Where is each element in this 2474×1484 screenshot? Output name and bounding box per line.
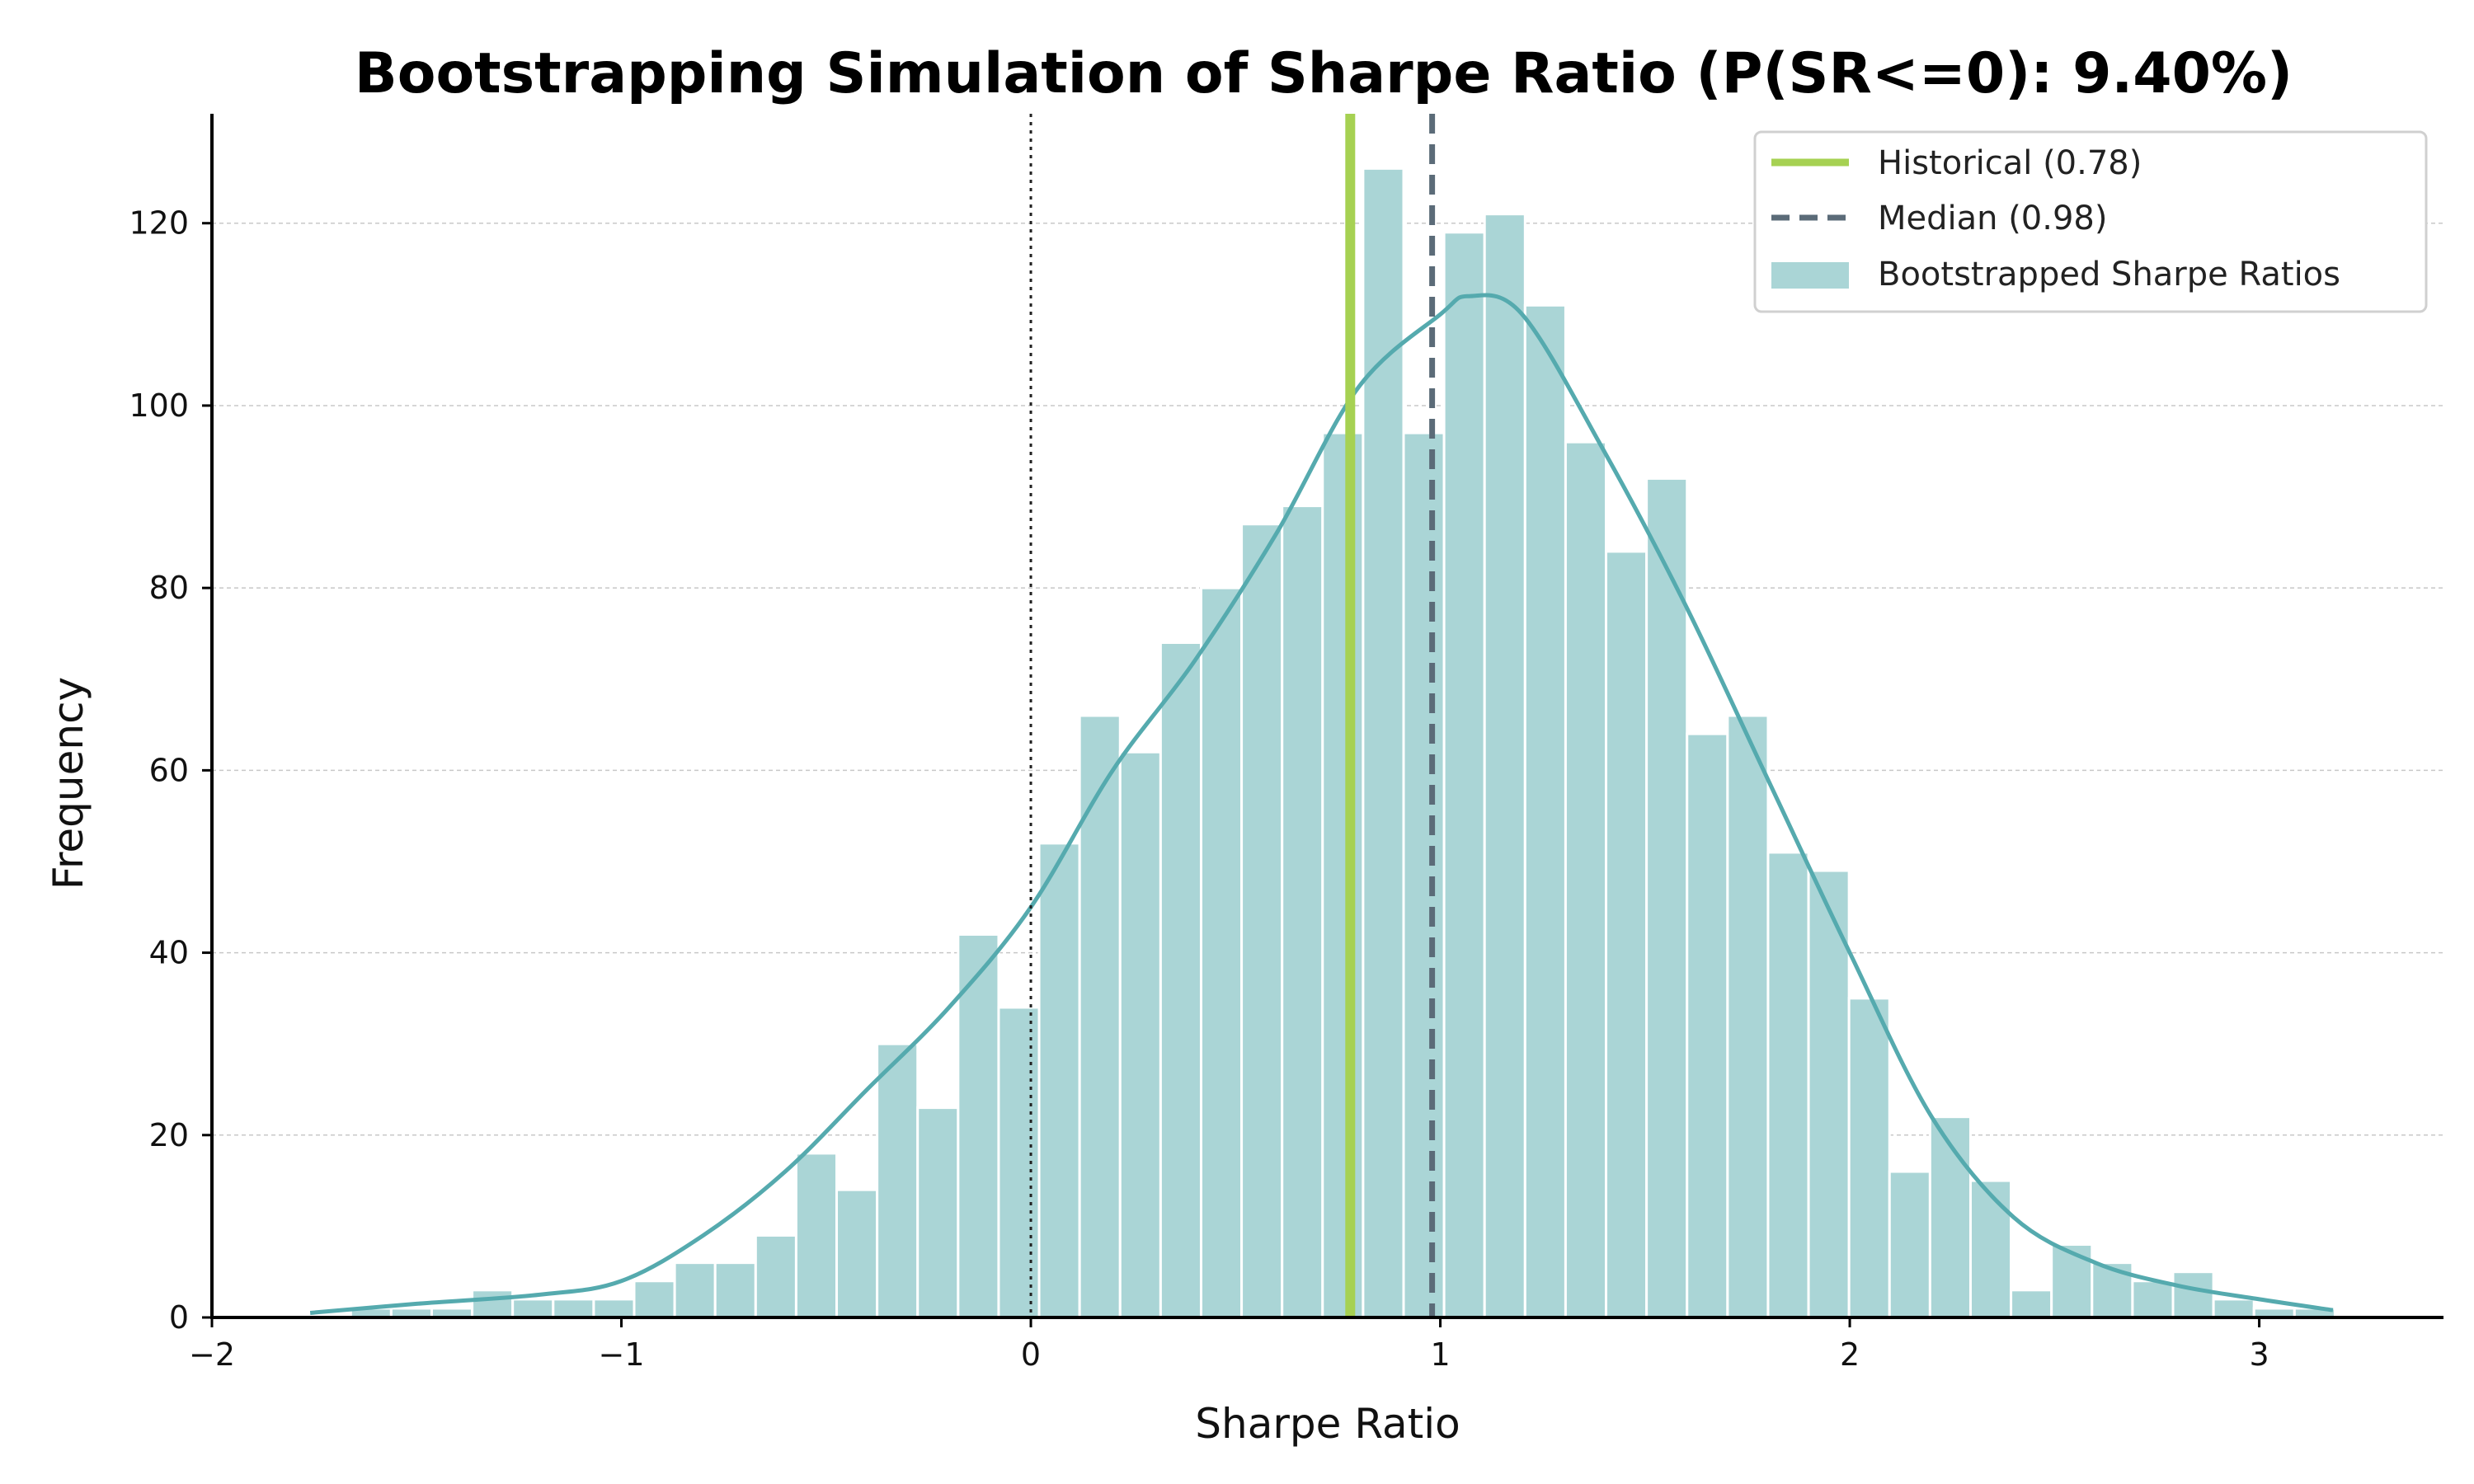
histogram-bar [1402,431,1446,1319]
x-tick-label: 2 [1840,1336,1860,1373]
histogram-bar [1605,550,1649,1319]
x-tick-label: 1 [1430,1336,1450,1373]
histogram-bar [1847,997,1891,1319]
y-tick-label: 120 [129,205,189,242]
histogram-bar [2171,1270,2215,1319]
histogram-bars [349,167,2336,1319]
histogram-bar [2010,1289,2053,1319]
histogram-bar [754,1233,797,1319]
histogram-bar [592,1298,636,1319]
histogram-bar [471,1289,515,1319]
histogram-bar [1240,523,1284,1319]
x-tick-label: −1 [598,1336,644,1373]
histogram-bar [1199,586,1244,1319]
histogram-bar [1523,303,1567,1319]
x-tick-label: −2 [189,1336,235,1373]
histogram-bar [1968,1179,2013,1319]
histogram-bar [2131,1280,2175,1319]
y-tick-label: 0 [169,1299,189,1336]
legend-median-label: Median (0.98) [1878,200,2107,237]
histogram-bar [1686,732,1729,1319]
histogram-bar [1281,505,1324,1319]
histogram-bar [2050,1243,2094,1319]
legend-historical-label: Historical (0.78) [1878,144,2142,182]
y-tick-label: 60 [149,752,189,788]
x-axis-label: Sharpe Ratio [1195,1400,1460,1448]
histogram-bar [1321,431,1365,1319]
histogram-bar [1483,213,1526,1319]
x-tick-label: 3 [2249,1336,2269,1373]
y-axis-label: Frequency [45,677,92,890]
histogram-bar [1037,842,1081,1319]
legend-box [1753,130,2428,313]
histogram-bar [2212,1298,2255,1319]
legend-bars-swatch [1771,262,1849,289]
y-tick-label: 20 [149,1117,189,1153]
histogram-bar [1807,869,1851,1319]
histogram-bar [1766,851,1810,1319]
histogram-bar [1442,231,1486,1319]
histogram-bar [997,1006,1041,1319]
histogram-bar [1159,641,1202,1319]
histogram-bar [1118,750,1162,1319]
legend: Historical (0.78) Median (0.98) Bootstra… [1753,130,2428,313]
histogram-bar [794,1152,839,1319]
chart-title: Bootstrapping Simulation of Sharpe Ratio… [355,41,2293,106]
histogram-bar [835,1188,879,1319]
legend-bars-label: Bootstrapped Sharpe Ratios [1878,256,2340,294]
histogram-bar [552,1298,595,1319]
histogram-bar [1726,714,1770,1319]
histogram-bar [1362,167,1405,1319]
histogram-bar [673,1261,717,1319]
histogram-bar [633,1280,676,1319]
y-tick-label: 80 [149,570,189,606]
histogram-bar [916,1106,960,1319]
x-axis-ticks: −2 −1 0 1 2 3 [189,1317,2269,1373]
histogram-bar [957,932,1000,1319]
histogram-bar [1888,1170,1931,1319]
y-axis-ticks: 0 20 40 60 80 100 120 [129,205,212,1336]
histogram-bar [876,1042,920,1319]
x-tick-label: 0 [1021,1336,1041,1373]
histogram-bar [511,1298,555,1319]
histogram-bar [713,1261,757,1319]
histogram-bar [1564,440,1608,1319]
kde-curve [309,293,2334,1315]
y-tick-label: 40 [149,935,189,971]
histogram-bar [1645,477,1689,1319]
y-tick-label: 100 [129,387,189,424]
histogram-bar [1078,714,1122,1319]
